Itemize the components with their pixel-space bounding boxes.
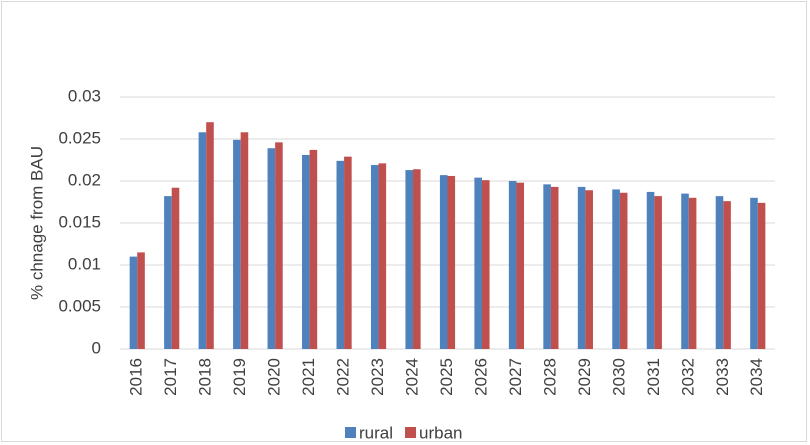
legend-swatch xyxy=(345,427,356,438)
bar xyxy=(413,169,421,349)
y-tick-label: 0.03 xyxy=(68,86,101,105)
bar xyxy=(681,193,689,349)
bar xyxy=(137,252,145,349)
bar xyxy=(267,148,276,349)
y-tick-label: 0.01 xyxy=(68,254,101,273)
x-tick-label: 2021 xyxy=(299,358,318,396)
bar xyxy=(516,182,525,349)
x-tick-label: 2025 xyxy=(437,358,456,396)
y-tick-label: 0.02 xyxy=(68,170,101,189)
bar xyxy=(585,190,593,349)
bar xyxy=(481,180,490,349)
x-tick-label: 2031 xyxy=(644,358,663,396)
x-tick-label: 2029 xyxy=(575,358,594,396)
x-tick-label: 2020 xyxy=(265,358,284,396)
x-tick-label: 2028 xyxy=(540,358,559,396)
bar xyxy=(757,202,766,349)
bar xyxy=(378,163,387,349)
x-tick-label: 2034 xyxy=(747,358,766,396)
bar xyxy=(370,165,379,349)
bar xyxy=(619,192,628,349)
x-tick-label: 2024 xyxy=(403,358,422,396)
bar xyxy=(447,175,456,349)
x-tick-label: 2019 xyxy=(230,358,249,396)
y-axis-label: % chnage from BAU xyxy=(27,146,46,300)
bar xyxy=(309,149,318,349)
bar xyxy=(646,191,655,349)
bar xyxy=(612,189,620,349)
x-tick-label: 2017 xyxy=(161,358,180,396)
y-tick-label: 0.015 xyxy=(58,212,101,231)
x-tick-label: 2030 xyxy=(609,358,628,396)
x-tick-label: 2018 xyxy=(196,358,215,396)
bar xyxy=(171,187,180,349)
bar xyxy=(302,154,310,349)
bar xyxy=(688,197,697,349)
bar xyxy=(206,122,214,349)
bar xyxy=(405,170,414,349)
bar xyxy=(723,201,731,349)
x-tick-label: 2026 xyxy=(471,358,490,396)
bar xyxy=(474,177,482,349)
bar xyxy=(129,256,138,349)
bar xyxy=(508,181,517,349)
bar xyxy=(439,175,448,349)
legend-swatch xyxy=(405,427,417,438)
bar xyxy=(336,160,345,349)
x-tick-label: 2027 xyxy=(506,358,525,396)
bar xyxy=(715,196,724,349)
bar xyxy=(275,142,283,349)
legend-label: urban xyxy=(419,423,462,442)
bar xyxy=(654,196,662,349)
bar xyxy=(233,139,241,349)
bar xyxy=(240,132,249,349)
bar xyxy=(577,186,586,349)
legend-label: rural xyxy=(359,423,393,442)
x-tick-label: 2033 xyxy=(713,358,732,396)
x-tick-label: 2032 xyxy=(678,358,697,396)
bar xyxy=(543,184,551,349)
x-tick-label: 2016 xyxy=(127,358,146,396)
x-tick-label: 2022 xyxy=(334,358,353,396)
bar xyxy=(164,196,172,349)
bar xyxy=(198,132,207,349)
y-tick-label: 0.005 xyxy=(58,296,101,315)
bar xyxy=(750,197,758,349)
bar xyxy=(550,186,559,349)
y-tick-label: 0.025 xyxy=(58,128,101,147)
y-tick-label: 0 xyxy=(92,338,101,357)
x-tick-label: 2023 xyxy=(368,358,387,396)
bar xyxy=(344,156,352,349)
